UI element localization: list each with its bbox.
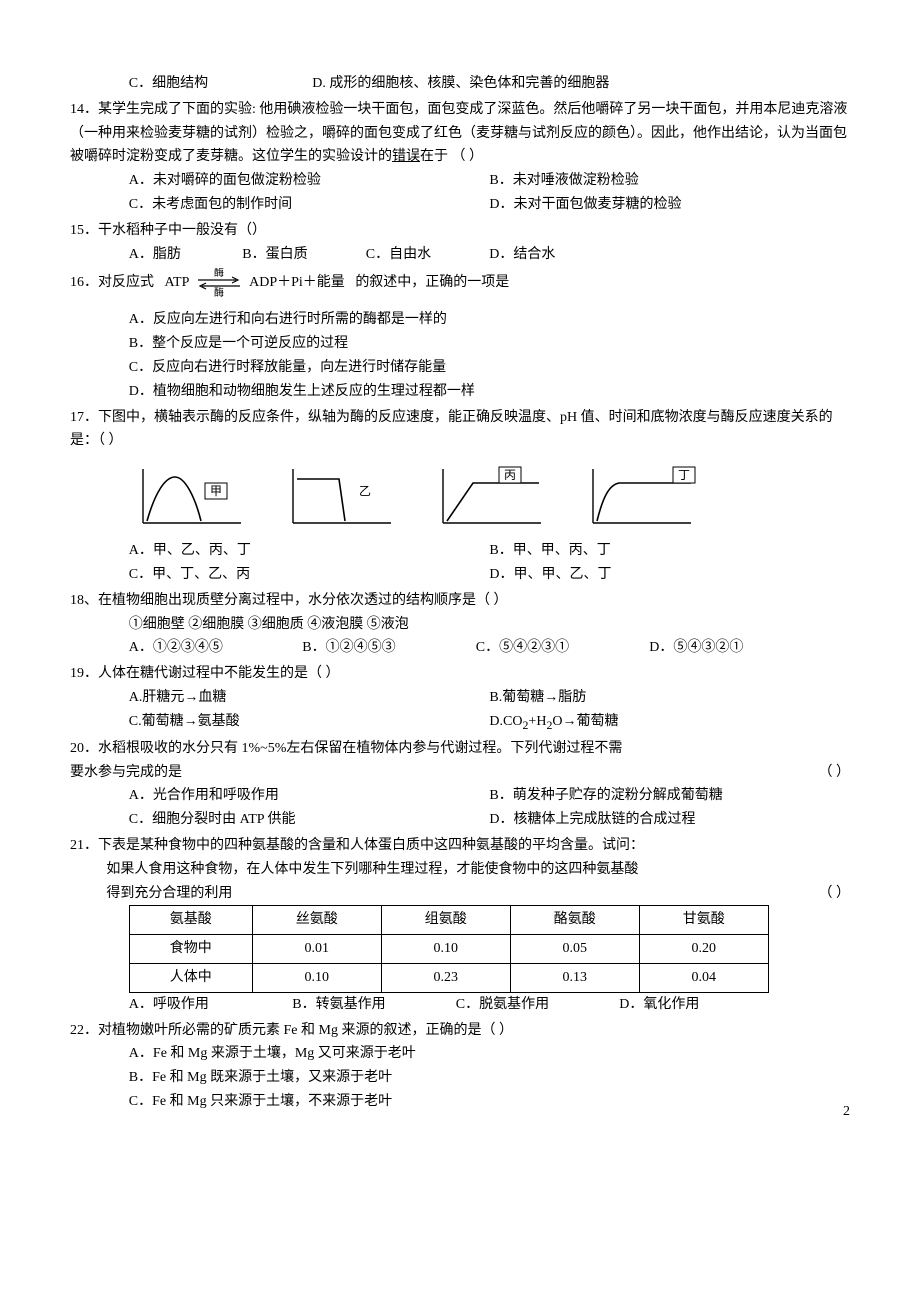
table-header-row: 氨基酸 丝氨酸 组氨酸 酪氨酸 甘氨酸 <box>129 906 768 935</box>
q20-row-ab: A．光合作用和呼吸作用 B．萌发种子贮存的淀粉分解成葡萄糖 <box>70 784 850 808</box>
q21-table: 氨基酸 丝氨酸 组氨酸 酪氨酸 甘氨酸 食物中 0.01 0.10 0.05 0… <box>129 905 769 992</box>
q19-row-ab: A.肝糖元→血糖 B.葡萄糖→脂肪 <box>70 686 850 710</box>
q19-stem: 19．人体在糖代谢过程中不能发生的是（ ） <box>70 662 850 686</box>
q21-options: A．呼吸作用 B．转氨基作用 C．脱氨基作用 D．氧化作用 <box>70 993 850 1017</box>
q20-stem-line1: 20．水稻根吸收的水分只有 1%~5%左右保留在植物体内参与代谢过程。下列代谢过… <box>70 737 850 761</box>
q21-stem-line1: 21．下表是某种食物中的四种氨基酸的含量和人体蛋白质中这四种氨基酸的平均含量。试… <box>70 834 850 858</box>
eq-bottom-label: 酶 <box>214 286 224 298</box>
q15-opt-a: A．脂肪 <box>129 243 239 267</box>
q13-opt-c: C．细胞结构 <box>129 72 309 96</box>
q16-opt-c: C．反应向右进行时释放能量，向左进行时储存能量 <box>70 356 850 380</box>
q21-stem-line2: 如果人食用这种食物，在人体中发生下列哪种生理过程，才能使食物中的这四种氨基酸 <box>70 858 850 882</box>
reversible-arrow-icon: 酶 酶 <box>192 268 246 298</box>
q19-opt-b: B.葡萄糖→脂肪 <box>489 686 850 710</box>
q19-opt-d: D.CO2+H2O→葡萄糖 <box>489 710 850 735</box>
q17-row-ab: A．甲、乙、丙、丁 B．甲、甲、丙、丁 <box>70 539 850 563</box>
q17-opt-b: B．甲、甲、丙、丁 <box>489 539 850 563</box>
q18-options: A．①②③④⑤ B．①②④⑤③ C．⑤④②③① D．⑤④③②① <box>70 636 850 660</box>
q17-row-cd: C．甲、丁、乙、丙 D．甲、甲、乙、丁 <box>70 563 850 587</box>
q17-charts: 甲 乙 丙 丁 <box>70 463 850 533</box>
q20-opt-b: B．萌发种子贮存的淀粉分解成葡萄糖 <box>489 784 850 808</box>
q17-opt-a: A．甲、乙、丙、丁 <box>129 539 490 563</box>
q15-opt-c: C．自由水 <box>366 243 486 267</box>
q21-stem-line3: 得到充分合理的利用 （ ） <box>70 882 850 906</box>
q21-opt-a: A．呼吸作用 <box>129 993 289 1017</box>
q14-opt-a: A．未对嚼碎的面包做淀粉检验 <box>129 169 490 193</box>
q18-opt-b: B．①②④⑤③ <box>302 636 472 660</box>
q17-stem: 17．下图中，横轴表示酶的反应条件，纵轴为酶的反应速度，能正确反映温度、pH 值… <box>70 406 850 454</box>
q22-stem: 22．对植物嫩叶所必需的矿质元素 Fe 和 Mg 来源的叙述，正确的是（ ） <box>70 1019 850 1043</box>
q18-opt-c: C．⑤④②③① <box>476 636 646 660</box>
q15-stem: 15．干水稻种子中一般没有（） <box>70 219 850 243</box>
q18-opt-a: A．①②③④⑤ <box>129 636 299 660</box>
q13-options-cd: C．细胞结构 D. 成形的细胞核、核膜、染色体和完善的细胞器 <box>70 72 850 96</box>
table-row: 食物中 0.01 0.10 0.05 0.20 <box>129 935 768 964</box>
q18-circles: ①细胞壁 ②细胞膜 ③细胞质 ④液泡膜 ⑤液泡 <box>70 613 850 637</box>
q16-stem: 16．对反应式 ATP 酶 酶 ADP＋Pi＋能量 的叙述中，正确的一项是 <box>70 268 850 298</box>
q22-opt-b: B．Fe 和 Mg 既来源于土壤，又来源于老叶 <box>70 1066 850 1090</box>
chart-jia: 甲 <box>129 463 249 533</box>
q15-opt-d: D．结合水 <box>489 243 555 267</box>
svg-text:丙: 丙 <box>504 468 516 482</box>
q13-opt-d: D. 成形的细胞核、核膜、染色体和完善的细胞器 <box>312 72 609 96</box>
q20-row-cd: C．细胞分裂时由 ATP 供能 D．核糖体上完成肽链的合成过程 <box>70 808 850 832</box>
q16-opt-d: D．植物细胞和动物细胞发生上述反应的生理过程都一样 <box>70 380 850 404</box>
q14-opt-d: D．未对干面包做麦芽糖的检验 <box>489 193 850 217</box>
table-row: 人体中 0.10 0.23 0.13 0.04 <box>129 963 768 992</box>
q18-stem: 18、在植物细胞出现质壁分离过程中，水分依次透过的结构顺序是（ ） <box>70 589 850 613</box>
chart-ding: 丁 <box>579 463 699 533</box>
q14-opt-c: C．未考虑面包的制作时间 <box>129 193 490 217</box>
q22-opt-a: A．Fe 和 Mg 来源于土壤，Mg 又可来源于老叶 <box>70 1042 850 1066</box>
q16-opt-a: A．反应向左进行和向右进行时所需的酶都是一样的 <box>70 308 850 332</box>
q20-opt-c: C．细胞分裂时由 ATP 供能 <box>129 808 490 832</box>
q20-opt-a: A．光合作用和呼吸作用 <box>129 784 490 808</box>
q21-opt-d: D．氧化作用 <box>619 993 699 1017</box>
q14-row-cd: C．未考虑面包的制作时间 D．未对干面包做麦芽糖的检验 <box>70 193 850 217</box>
svg-text:丁: 丁 <box>678 468 690 482</box>
q14-opt-b: B．未对唾液做淀粉检验 <box>489 169 850 193</box>
chart-yi: 乙 <box>279 463 399 533</box>
q17-opt-d: D．甲、甲、乙、丁 <box>489 563 850 587</box>
q15-opt-b: B．蛋白质 <box>242 243 362 267</box>
chart-bing: 丙 <box>429 463 549 533</box>
svg-text:乙: 乙 <box>359 484 371 498</box>
q20-opt-d: D．核糖体上完成肽链的合成过程 <box>489 808 850 832</box>
q22-opt-c: C．Fe 和 Mg 只来源于土壤，不来源于老叶 <box>70 1090 850 1114</box>
q20-stem-line2: 要水参与完成的是 （ ） <box>70 761 850 785</box>
q21-opt-c: C．脱氨基作用 <box>456 993 616 1017</box>
q14-row-ab: A．未对嚼碎的面包做淀粉检验 B．未对唾液做淀粉检验 <box>70 169 850 193</box>
eq-top-label: 酶 <box>214 268 224 279</box>
svg-text:甲: 甲 <box>210 484 222 498</box>
q16-opt-b: B．整个反应是一个可逆反应的过程 <box>70 332 850 356</box>
q18-opt-d: D．⑤④③②① <box>649 636 743 660</box>
q21-opt-b: B．转氨基作用 <box>292 993 452 1017</box>
q15-options: A．脂肪 B．蛋白质 C．自由水 D．结合水 <box>70 243 850 267</box>
q17-opt-c: C．甲、丁、乙、丙 <box>129 563 490 587</box>
q19-opt-a: A.肝糖元→血糖 <box>129 686 490 710</box>
q19-opt-c: C.葡萄糖→氨基酸 <box>129 710 490 735</box>
q14-stem: 14．某学生完成了下面的实验: 他用碘液检验一块干面包，面包变成了深蓝色。然后他… <box>70 98 850 169</box>
q19-row-cd: C.葡萄糖→氨基酸 D.CO2+H2O→葡萄糖 <box>70 710 850 735</box>
exam-page: C．细胞结构 D. 成形的细胞核、核膜、染色体和完善的细胞器 14．某学生完成了… <box>0 0 920 1154</box>
page-number: 2 <box>843 1100 850 1124</box>
